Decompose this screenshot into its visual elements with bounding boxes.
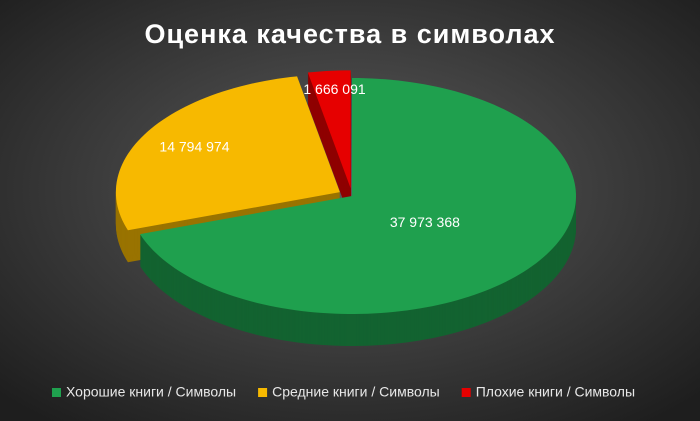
chart-title: Оценка качества в символах [144,19,555,49]
data-label: 14 794 974 [159,139,229,155]
legend-label: Плохие книги / Символы [476,384,635,400]
legend-label: Средние книги / Символы [272,384,440,400]
data-label: 1 666 091 [303,81,365,97]
data-label: 37 973 368 [390,214,460,230]
legend-swatch [258,388,268,397]
legend: Хорошие книги / Символы Средние книги / С… [52,384,635,400]
pie-slice [140,78,576,346]
slice-top [140,78,576,314]
pie-slice [307,70,351,221]
legend-swatch [461,388,471,397]
legend-swatch [52,388,61,397]
slice-top [307,70,351,189]
slice-top [115,76,340,231]
legend-label: Хорошие книги / Символы [66,384,236,400]
